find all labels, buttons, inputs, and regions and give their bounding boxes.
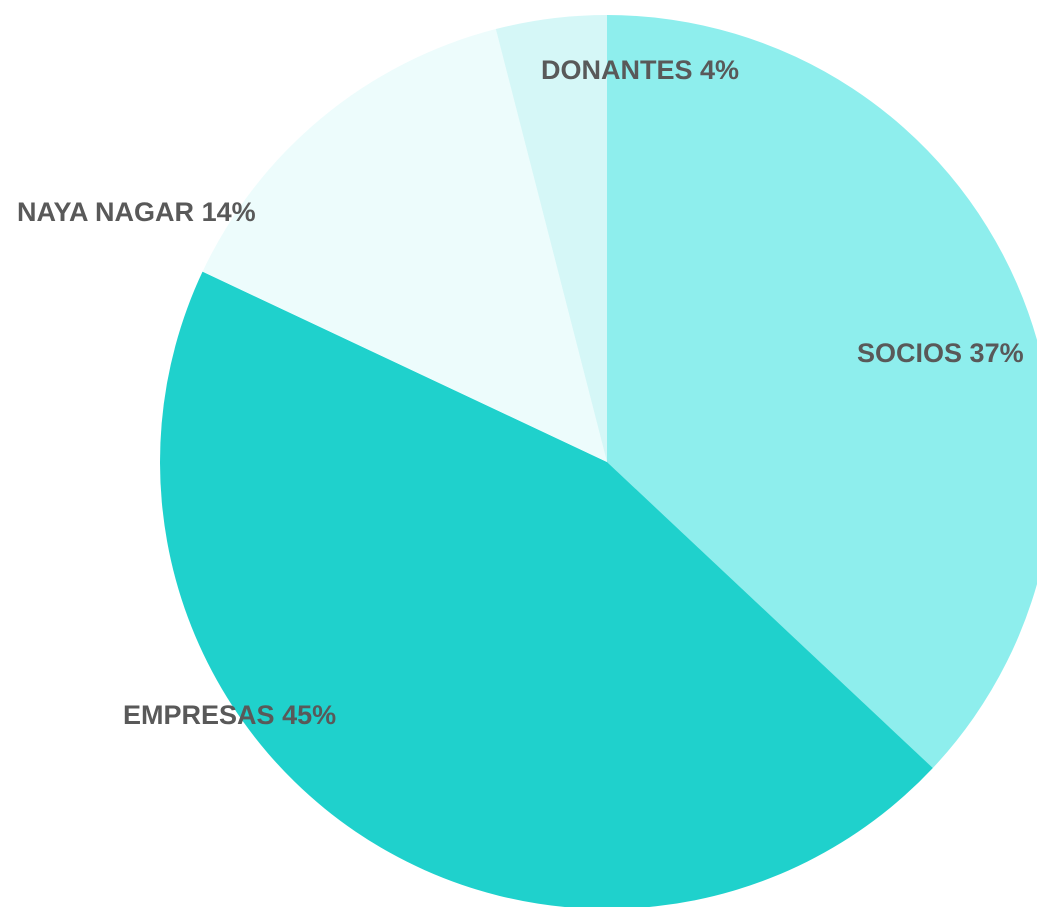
value-label: 45% [282, 700, 336, 730]
pie-slice [607, 15, 1037, 768]
data-label: SOCIOS 37% [857, 338, 1024, 368]
pie-slice [495, 15, 607, 462]
value-label: 14% [202, 197, 256, 227]
data-label: DONANTES 4% [541, 55, 739, 85]
value-label: 37% [970, 338, 1024, 368]
pie-slice [160, 271, 933, 907]
category-label: EMPRESAS [123, 700, 275, 730]
data-label: NAYA NAGAR 14% [17, 197, 256, 227]
pie-slice [202, 29, 608, 462]
category-label: DONANTES [541, 55, 693, 85]
category-label: NAYA NAGAR [17, 197, 194, 227]
data-label: EMPRESAS 45% [123, 700, 336, 730]
category-label: SOCIOS [857, 338, 962, 368]
value-label: 4% [700, 55, 739, 85]
